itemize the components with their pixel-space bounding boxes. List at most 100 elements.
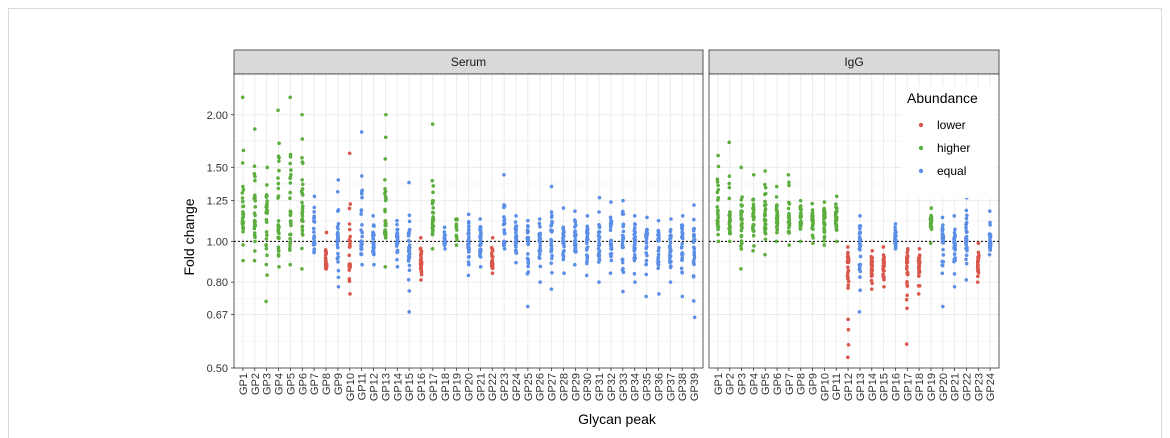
data-point	[573, 230, 577, 235]
x-tick-label: GP10	[819, 373, 831, 401]
data-point	[573, 209, 577, 213]
data-point	[431, 198, 435, 203]
data-point	[858, 275, 862, 279]
data-point	[265, 165, 270, 170]
data-point	[549, 210, 554, 214]
data-point	[763, 227, 767, 232]
data-point	[715, 211, 720, 215]
data-point	[419, 252, 424, 256]
data-point	[846, 245, 850, 249]
data-point	[940, 271, 945, 276]
data-point	[834, 239, 839, 244]
data-point	[347, 227, 352, 232]
data-point	[264, 230, 269, 234]
x-tick-label: GP37	[665, 373, 677, 401]
data-point	[371, 223, 376, 227]
data-point	[858, 224, 863, 228]
data-point	[882, 275, 886, 279]
data-point	[514, 224, 518, 229]
data-point	[680, 270, 685, 275]
data-point	[644, 262, 649, 266]
data-point	[253, 174, 257, 179]
data-point	[430, 247, 435, 251]
data-point	[632, 249, 637, 253]
data-point	[763, 202, 768, 207]
data-point	[964, 261, 969, 266]
data-point	[347, 244, 352, 249]
data-point	[763, 192, 767, 197]
data-point	[383, 220, 388, 225]
data-point	[513, 240, 518, 244]
data-point	[407, 248, 412, 253]
data-point	[241, 229, 245, 234]
x-tick-label: GP18	[914, 373, 926, 401]
data-point	[336, 268, 341, 273]
data-point	[763, 182, 767, 187]
data-point	[739, 247, 744, 251]
data-point	[822, 200, 827, 204]
x-tick-label: GP21	[475, 373, 487, 401]
data-point	[549, 239, 554, 243]
data-point	[347, 238, 352, 242]
data-point	[240, 199, 245, 204]
data-point	[538, 243, 542, 248]
data-point	[728, 230, 732, 234]
data-point	[538, 239, 542, 243]
data-point	[941, 260, 946, 264]
data-point	[964, 246, 968, 251]
data-point	[299, 189, 304, 194]
data-point	[478, 225, 483, 229]
data-point	[905, 293, 909, 298]
data-point	[917, 247, 922, 251]
data-point	[347, 222, 352, 226]
x-tick-label: GP2	[250, 373, 262, 395]
data-point	[288, 240, 292, 245]
data-point	[680, 294, 685, 299]
data-point	[609, 200, 613, 204]
data-point	[312, 210, 316, 214]
data-point	[822, 222, 826, 226]
data-point	[976, 274, 980, 279]
data-point	[430, 122, 435, 126]
data-point	[289, 221, 293, 225]
data-point	[312, 247, 317, 251]
data-point	[976, 241, 981, 246]
data-point	[288, 190, 292, 195]
data-point	[846, 286, 850, 290]
data-point	[371, 243, 376, 248]
data-point	[288, 181, 293, 185]
data-point	[858, 254, 863, 259]
data-point	[668, 256, 672, 260]
data-point	[953, 233, 957, 238]
data-point	[241, 204, 245, 209]
data-point	[667, 253, 672, 258]
data-point	[383, 157, 388, 161]
x-tick-label: GP26	[535, 373, 547, 401]
data-point	[562, 271, 566, 276]
data-point	[869, 287, 874, 291]
data-point	[288, 161, 292, 166]
data-point	[917, 265, 921, 270]
data-point	[988, 241, 993, 246]
data-point	[525, 304, 530, 309]
data-point	[419, 235, 423, 240]
data-point	[513, 243, 518, 247]
data-point	[454, 224, 459, 228]
data-point	[692, 315, 697, 320]
y-tick-label: 1.00	[207, 236, 228, 248]
data-point	[371, 214, 375, 218]
data-point	[869, 260, 874, 265]
data-point	[561, 250, 566, 254]
data-point	[787, 180, 791, 185]
data-point	[858, 288, 862, 293]
data-point	[941, 223, 945, 227]
data-point	[359, 212, 363, 216]
x-tick-label: GP20	[464, 373, 476, 401]
data-point	[716, 164, 721, 169]
data-point	[383, 178, 387, 182]
data-point	[324, 230, 329, 235]
data-point	[240, 161, 245, 165]
data-point	[288, 246, 292, 251]
data-point	[252, 258, 257, 263]
data-point	[288, 236, 292, 241]
